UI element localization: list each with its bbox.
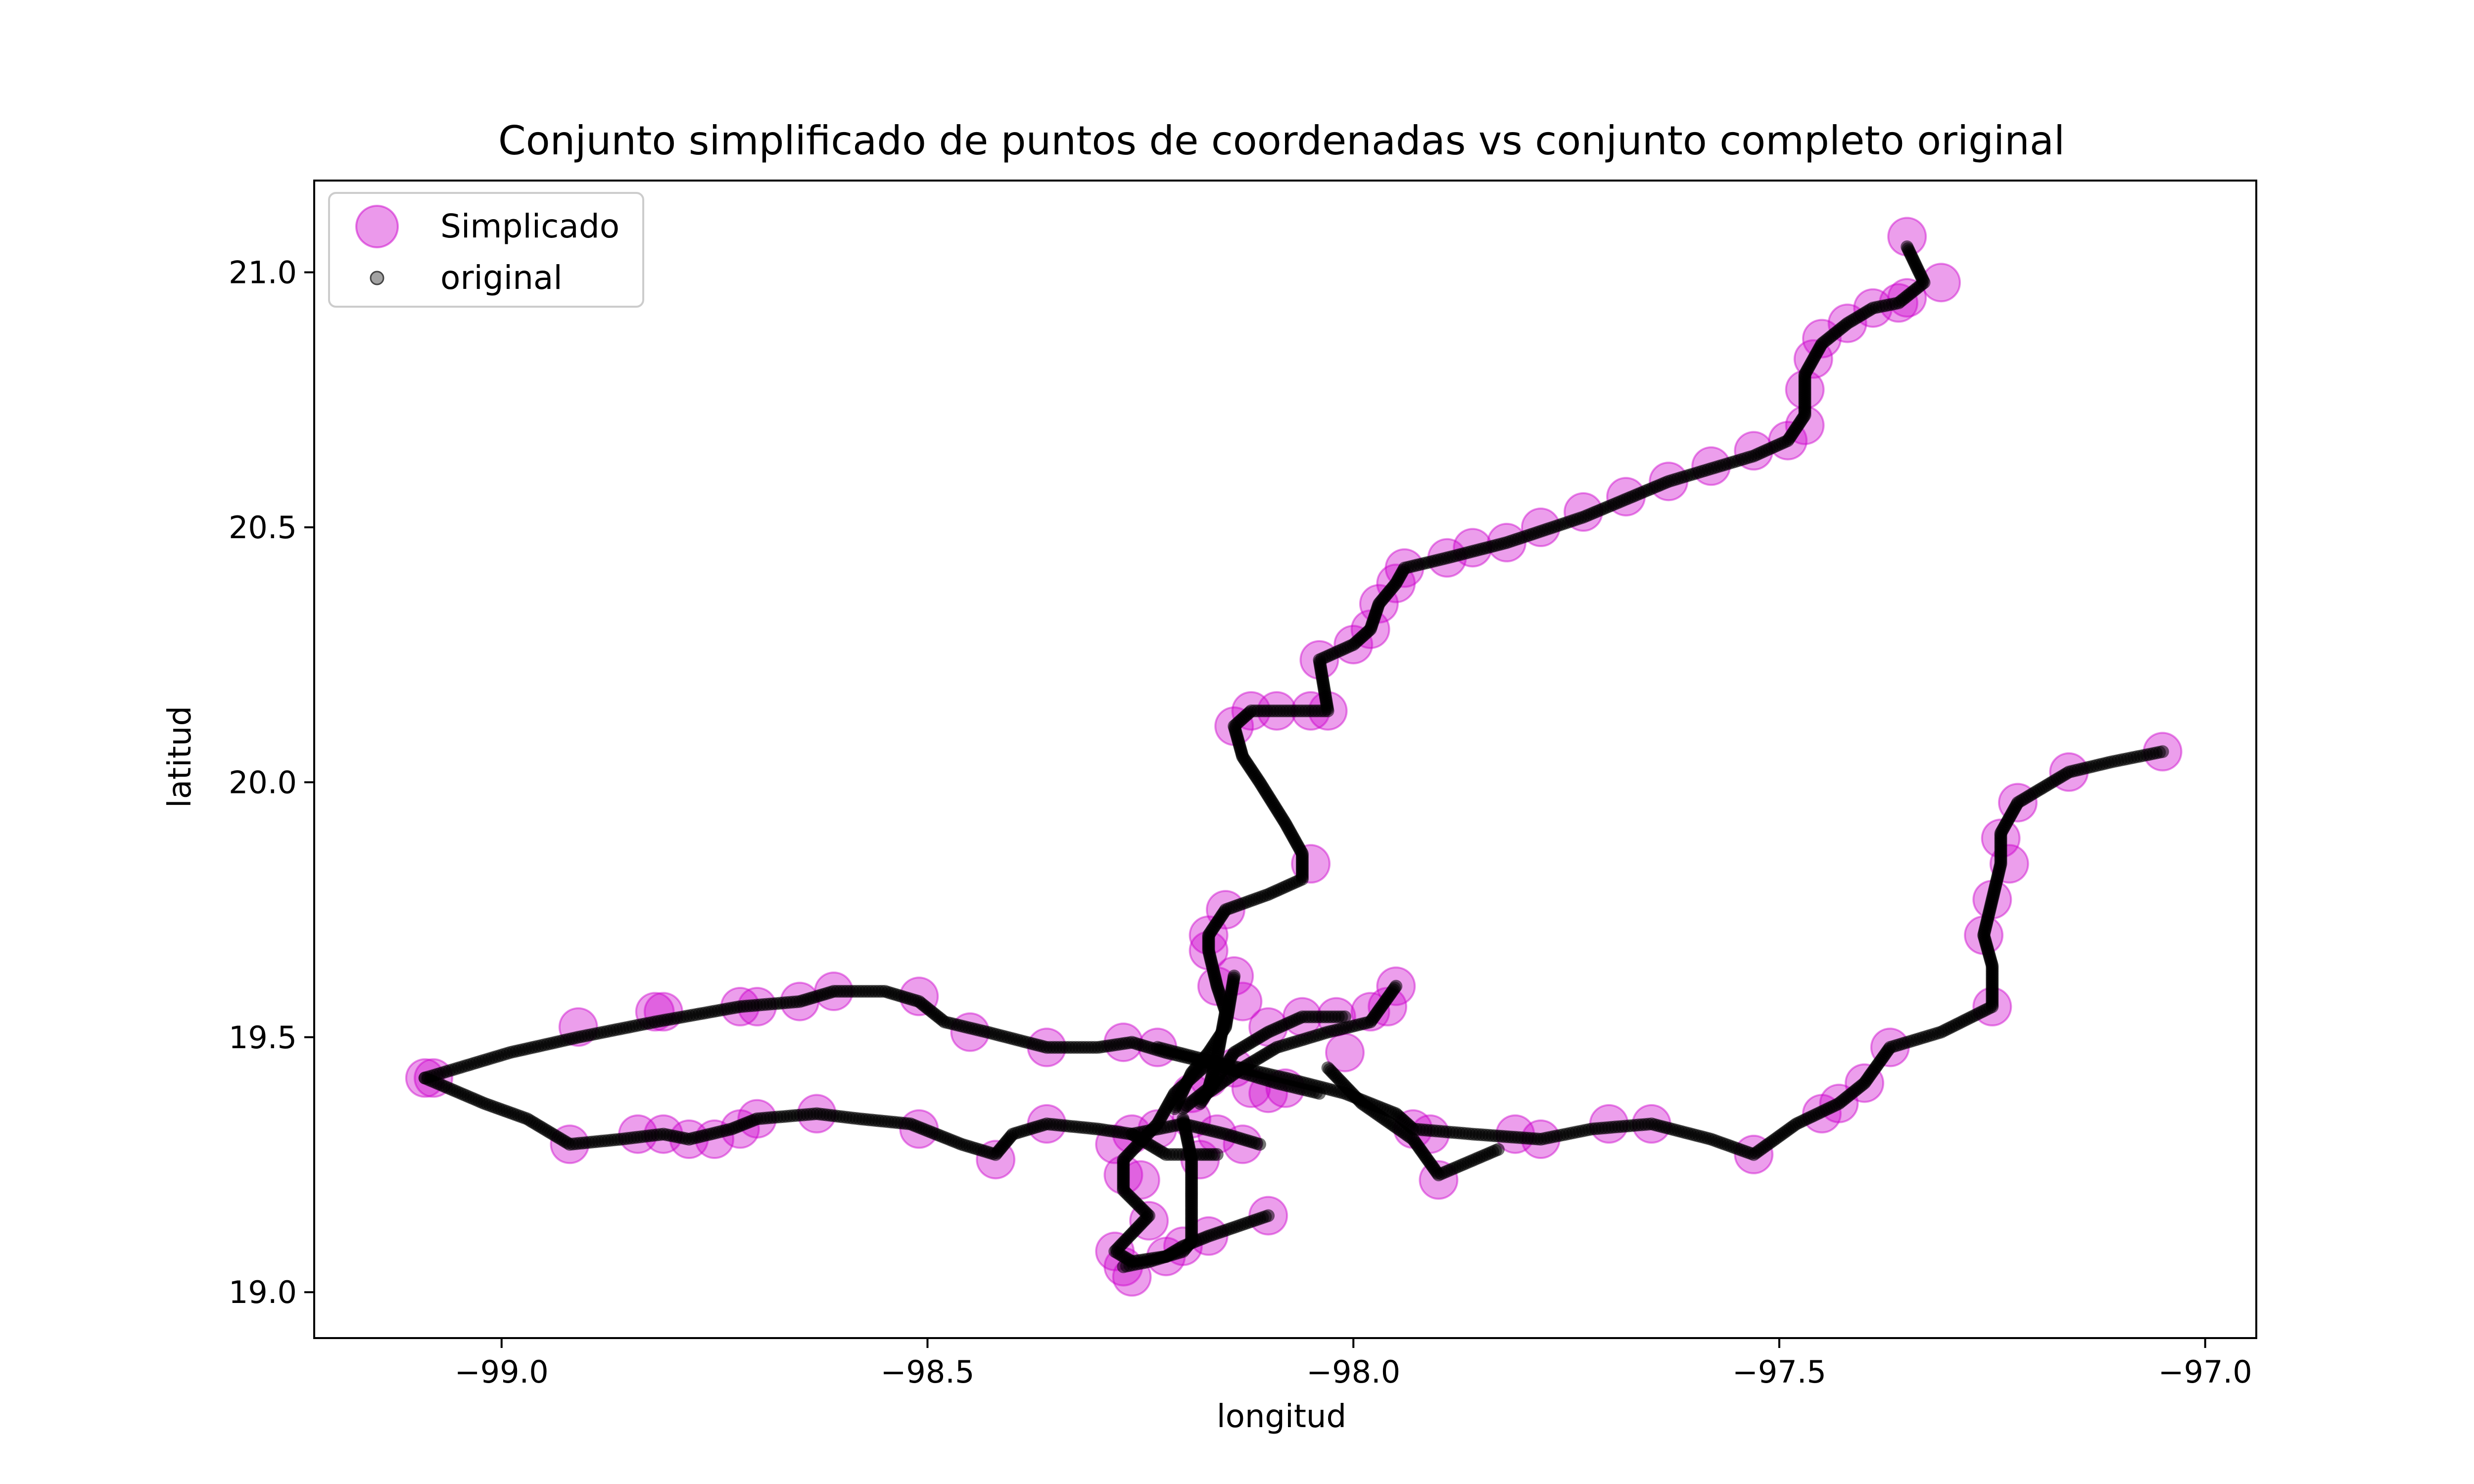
legend: Simplicado original: [328, 192, 644, 308]
legend-marker-original: [370, 271, 384, 285]
x-tick-label: −98.0: [1306, 1354, 1400, 1390]
legend-label-simplicado: Simplicado: [440, 207, 619, 245]
plot-area: [313, 180, 2257, 1339]
original-point: [1491, 1143, 1505, 1156]
y-tick-label: 19.0: [229, 1274, 297, 1310]
original-point: [1901, 240, 1914, 253]
original-point: [1210, 1148, 1224, 1161]
original-point: [1168, 1102, 1181, 1115]
x-tick-label: −98.5: [880, 1354, 974, 1390]
x-tick-label: −97.0: [2158, 1354, 2252, 1390]
original-series: [418, 240, 2169, 1273]
y-tick-label: 21.0: [229, 255, 297, 291]
legend-marker-simplicado: [355, 205, 399, 248]
original-point: [1338, 1010, 1351, 1023]
original-point: [1253, 1138, 1266, 1151]
plot-frame: [313, 180, 2257, 1339]
legend-label-original: original: [440, 259, 563, 297]
legend-frame: [328, 192, 644, 308]
original-point: [2156, 745, 2169, 758]
y-axis-label: latitud: [162, 706, 198, 808]
y-tick-label: 20.5: [229, 510, 297, 546]
x-tick-label: −99.0: [455, 1354, 549, 1390]
y-tick-label: 20.0: [229, 764, 297, 800]
original-point: [1313, 1087, 1326, 1100]
original-point: [1262, 1209, 1275, 1222]
original-point: [1389, 979, 1403, 993]
y-axis: 19.0 19.5 20.0 20.5 21.0: [229, 255, 314, 1310]
y-tick-label: 19.5: [229, 1020, 297, 1056]
x-axis-label: longitud: [1217, 1398, 1346, 1435]
x-tick-label: −97.5: [1732, 1354, 1826, 1390]
chart-title: Conjunto simplificado de puntos de coord…: [498, 118, 2065, 164]
original-point: [1117, 1260, 1130, 1273]
x-axis: −99.0 −98.5 −98.0 −97.5 −97.0: [455, 1338, 2252, 1390]
